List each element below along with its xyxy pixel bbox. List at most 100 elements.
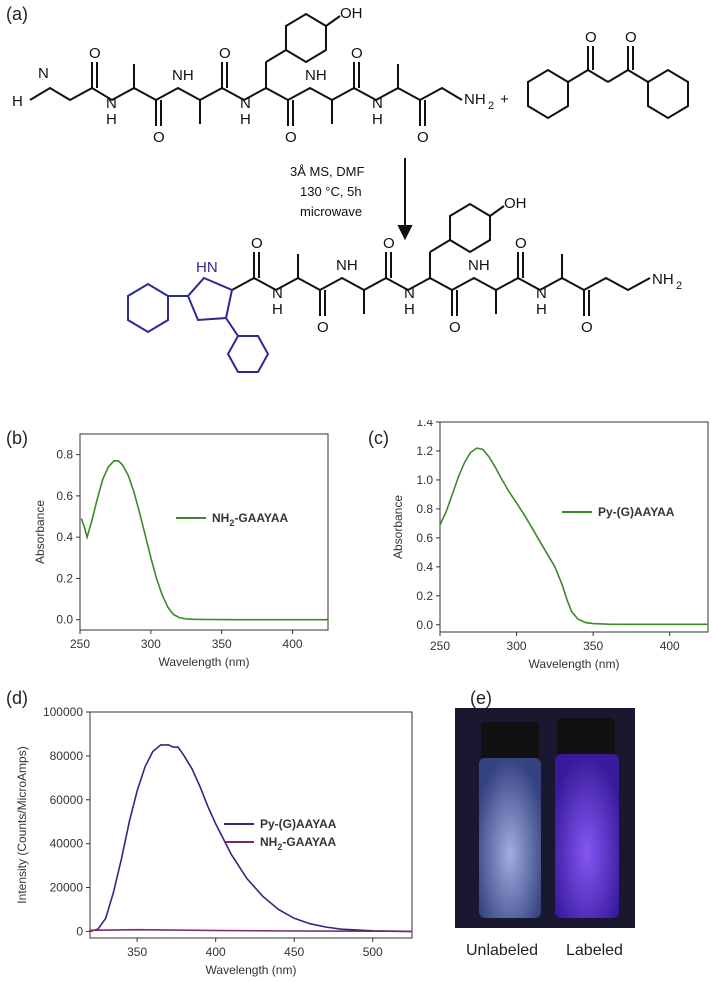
y-axis-label: Intensity (Counts/MicroAmps) (15, 746, 29, 903)
label-nh2-1: NH (464, 91, 486, 108)
y-tick-label: 0.4 (56, 530, 73, 544)
plus-sign: + (500, 91, 509, 108)
condition-3: microwave (300, 204, 362, 219)
label-p-o-2: O (317, 319, 329, 336)
label-nh-3: N (240, 95, 251, 112)
vial-labeled (555, 754, 619, 918)
x-axis-label: Wavelength (nm) (159, 655, 250, 669)
x-tick-label: 500 (363, 945, 383, 959)
label-nh-4: NH (305, 67, 327, 84)
chart-absorbance-nh2: 250 300 350 400 0.0 0.2 0.4 0.6 0.8 Wavelength (n… (33, 433, 329, 669)
y-tick-label: 0.6 (56, 489, 73, 503)
panel-label-d: (d) (6, 688, 28, 708)
y-tick-label: 0.2 (56, 571, 73, 585)
y-tick-label: 40000 (50, 837, 84, 851)
label-o-5: O (351, 45, 363, 62)
x-tick-label: 300 (507, 639, 527, 653)
chart-fluorescence: 350 400 450 500 0 20000 40000 60000 80000 100000 W… (15, 705, 413, 977)
x-tick-label: 350 (212, 637, 232, 651)
x-tick-label: 400 (283, 637, 303, 651)
label-p-nh-4: NH (468, 257, 490, 274)
y-tick-label: 0.0 (56, 613, 73, 627)
y-tick-label: 60000 (50, 793, 84, 807)
label-p-oh: OH (504, 195, 527, 212)
label-o-3: O (219, 45, 231, 62)
label-oh-1: OH (340, 5, 363, 22)
legend-label: Py-(G)AAYAA (598, 505, 675, 519)
x-tick-label: 450 (284, 945, 304, 959)
label-p-nh2: NH (652, 271, 674, 288)
label-p-o-5: O (515, 235, 527, 252)
label-o-2: O (153, 129, 165, 146)
chart-absorbance-py: 250 300 350 400 0.0 0.2 0.4 0.6 0.8 1.0 1.2 1.4 Wave… (391, 420, 709, 671)
label-o-4: O (285, 129, 297, 146)
label-o-1: O (89, 45, 101, 62)
label-p-o-4: O (449, 319, 461, 336)
label-p-o-1: O (251, 235, 263, 252)
y-tick-label: 20000 (50, 881, 84, 895)
label-o-dbm-1: O (585, 29, 597, 46)
y-tick-label: 0 (76, 924, 83, 938)
y-axis-label: Absorbance (33, 500, 47, 564)
label-o-dbm-2: O (625, 29, 637, 46)
vial-unlabeled (479, 758, 541, 918)
series-line (439, 447, 708, 626)
x-tick-label: 400 (660, 639, 680, 653)
x-axis-label: Wavelength (nm) (529, 657, 620, 671)
plot-frame (439, 421, 709, 633)
photo-label-labeled: Labeled (566, 942, 623, 959)
label-p-nh-2: NH (336, 257, 358, 274)
panel-label-b: (b) (6, 428, 28, 448)
vials-photo (455, 708, 635, 928)
label-h-5: H (372, 111, 383, 128)
panel-label-e: (e) (470, 688, 492, 708)
label-nh-1: N (106, 95, 117, 112)
label-p-h-3: H (404, 301, 415, 318)
y-tick-label: 0.8 (56, 448, 73, 462)
y-tick-label: 100000 (43, 705, 83, 719)
y-tick-label: 0.6 (416, 531, 433, 545)
label-n-terminal: N (38, 65, 49, 82)
y-axis-label: Absorbance (391, 495, 405, 559)
x-axis-label: Wavelength (nm) (206, 963, 297, 977)
reaction-scheme: H N N H NH N H NH N H O O O O O O NH 2 O… (12, 5, 689, 373)
y-tick-label: 0.2 (416, 589, 433, 603)
label-p-o-6: O (581, 319, 593, 336)
plot-frame (79, 433, 329, 631)
condition-1: 3Å MS, DMF (290, 164, 364, 179)
x-tick-label: 350 (127, 945, 147, 959)
label-nh2-1-sub: 2 (488, 100, 494, 112)
y-tick-label: 0.8 (416, 502, 433, 516)
y-tick-label: 80000 (50, 749, 84, 763)
label-nh-terminal-h: H (12, 93, 23, 110)
panel-label-a: (a) (6, 4, 28, 24)
y-tick-label: 1.0 (416, 473, 433, 487)
x-tick-label: 350 (583, 639, 603, 653)
series-line (89, 744, 413, 933)
label-p-nh-5: N (536, 285, 547, 302)
label-h-3: H (240, 111, 251, 128)
x-tick-label: 300 (141, 637, 161, 651)
vial-labeled-cap (557, 718, 615, 756)
x-tick-label: 250 (70, 637, 90, 651)
legend-label: NH2-GAAYAA (260, 835, 336, 852)
y-tick-label: 0.4 (416, 560, 433, 574)
label-p-nh-1: N (272, 285, 283, 302)
label-h-1: H (106, 111, 117, 128)
condition-2: 130 °C, 5h (300, 184, 362, 199)
label-nh-2: NH (172, 67, 194, 84)
label-p-h-1: H (272, 301, 283, 318)
y-tick-label: 1.4 (416, 420, 433, 429)
x-tick-label: 250 (430, 639, 450, 653)
label-o-6: O (417, 129, 429, 146)
legend-label: NH2-GAAYAA (212, 511, 288, 528)
series-line (80, 459, 328, 621)
panel-label-c: (c) (368, 428, 389, 448)
y-tick-label: 1.2 (416, 444, 433, 458)
label-p-o-3: O (383, 235, 395, 252)
label-nh-5: N (372, 95, 383, 112)
plot-frame (89, 711, 413, 939)
label-pyrrole-hn: HN (196, 259, 218, 276)
label-p-nh2-sub: 2 (676, 280, 682, 292)
label-p-h-5: H (536, 301, 547, 318)
